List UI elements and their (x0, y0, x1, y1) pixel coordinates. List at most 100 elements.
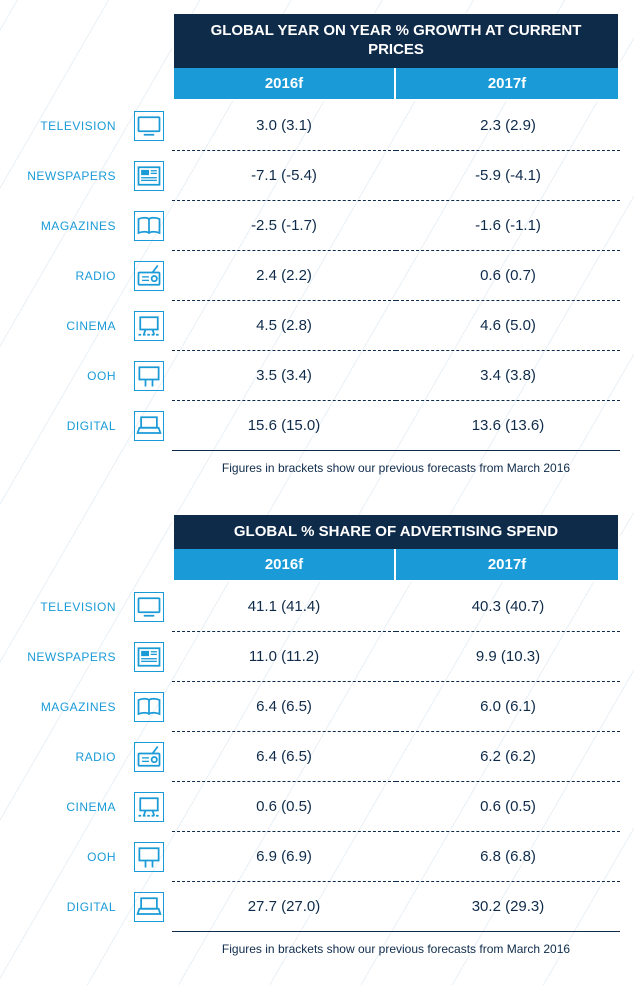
data-cell: 6.4 (6.5) (172, 682, 396, 732)
table-row: OOH 6.9 (6.9)6.8 (6.8) (14, 832, 620, 882)
row-label: CINEMA (14, 800, 126, 814)
row-label: DIGITAL (14, 900, 126, 914)
newspaper-icon (135, 162, 163, 190)
data-cell: 3.0 (3.1) (172, 101, 396, 151)
data-cell: 41.1 (41.4) (172, 582, 396, 632)
row-icon (126, 692, 172, 722)
table-row: DIGITAL 27.7 (27.0)30.2 (29.3) (14, 882, 620, 932)
data-cell: 0.6 (0.7) (396, 251, 620, 301)
row-data: 3.5 (3.4)3.4 (3.8) (172, 351, 620, 401)
row-data: 41.1 (41.4)40.3 (40.7) (172, 582, 620, 632)
row-label: MAGAZINES (14, 219, 126, 233)
table-body: TELEVISION41.1 (41.4)40.3 (40.7)NEWSPAPE… (14, 582, 620, 932)
year-header: 2017f (396, 68, 620, 101)
row-label: DIGITAL (14, 419, 126, 433)
table-title-bar: GLOBAL % SHARE OF ADVERTISING SPEND (172, 515, 620, 550)
table-title-bar: GLOBAL YEAR ON YEAR % GROWTH AT CURRENT … (172, 14, 620, 68)
magazine-icon (135, 693, 163, 721)
row-label: NEWSPAPERS (14, 169, 126, 183)
row-icon (126, 592, 172, 622)
ooh-icon (135, 362, 163, 390)
row-label: OOH (14, 369, 126, 383)
row-data: 15.6 (15.0)13.6 (13.6) (172, 401, 620, 451)
table-row: RADIO 6.4 (6.5)6.2 (6.2) (14, 732, 620, 782)
table-title: GLOBAL % SHARE OF ADVERTISING SPEND (204, 515, 588, 550)
row-icon (126, 642, 172, 672)
data-cell: 11.0 (11.2) (172, 632, 396, 682)
row-icon (126, 361, 172, 391)
data-cell: 30.2 (29.3) (396, 882, 620, 932)
table-body: TELEVISION 3.0 (3.1)2.3 (2.9) NEWSPAPERS -7… (14, 101, 620, 451)
data-cell: 0.6 (0.5) (396, 782, 620, 832)
row-label: RADIO (14, 750, 126, 764)
row-icon (126, 261, 172, 291)
data-cell: 6.9 (6.9) (172, 832, 396, 882)
year-header-row: 2016f 2017f (172, 68, 620, 101)
row-label: MAGAZINES (14, 700, 126, 714)
row-data: 6.4 (6.5)6.0 (6.1) (172, 682, 620, 732)
table-row: NEWSPAPERS -7.1 (-5.4)-5.9 (-4.1) (14, 151, 620, 201)
row-data: 6.4 (6.5)6.2 (6.2) (172, 732, 620, 782)
data-cell: 13.6 (13.6) (396, 401, 620, 451)
data-cell: 27.7 (27.0) (172, 882, 396, 932)
table-row: NEWSPAPERS 11.0 (11.2)9.9 (10.3) (14, 632, 620, 682)
data-cell: 3.5 (3.4) (172, 351, 396, 401)
tv-icon (135, 593, 163, 621)
data-cell: 2.4 (2.2) (172, 251, 396, 301)
data-cell: 6.4 (6.5) (172, 732, 396, 782)
share-table: GLOBAL % SHARE OF ADVERTISING SPEND 2016… (14, 515, 620, 957)
newspaper-icon (135, 643, 163, 671)
row-icon (126, 311, 172, 341)
data-cell: 0.6 (0.5) (172, 782, 396, 832)
data-cell: -5.9 (-4.1) (396, 151, 620, 201)
data-cell: -2.5 (-1.7) (172, 201, 396, 251)
row-icon (126, 792, 172, 822)
ooh-icon (135, 843, 163, 871)
table-row: MAGAZINES 6.4 (6.5)6.0 (6.1) (14, 682, 620, 732)
row-data: 0.6 (0.5)0.6 (0.5) (172, 782, 620, 832)
row-icon (126, 411, 172, 441)
data-cell: 2.3 (2.9) (396, 101, 620, 151)
cinema-icon (135, 793, 163, 821)
magazine-icon (135, 212, 163, 240)
year-header-row: 2016f 2017f (172, 549, 620, 582)
year-header: 2016f (172, 549, 396, 582)
data-cell: 4.5 (2.8) (172, 301, 396, 351)
row-label: NEWSPAPERS (14, 650, 126, 664)
year-header: 2017f (396, 549, 620, 582)
row-icon (126, 742, 172, 772)
data-cell: -7.1 (-5.4) (172, 151, 396, 201)
tv-icon (135, 112, 163, 140)
row-data: 6.9 (6.9)6.8 (6.8) (172, 832, 620, 882)
table-row: OOH 3.5 (3.4)3.4 (3.8) (14, 351, 620, 401)
data-cell: -1.6 (-1.1) (396, 201, 620, 251)
table-footnote: Figures in brackets show our previous fo… (172, 451, 620, 475)
data-cell: 6.0 (6.1) (396, 682, 620, 732)
row-label: CINEMA (14, 319, 126, 333)
growth-table: GLOBAL YEAR ON YEAR % GROWTH AT CURRENT … (14, 14, 620, 475)
row-data: 4.5 (2.8)4.6 (5.0) (172, 301, 620, 351)
row-icon (126, 842, 172, 872)
data-cell: 6.8 (6.8) (396, 832, 620, 882)
table-footnote: Figures in brackets show our previous fo… (172, 932, 620, 956)
row-label: RADIO (14, 269, 126, 283)
row-data: 2.4 (2.2)0.6 (0.7) (172, 251, 620, 301)
data-cell: 4.6 (5.0) (396, 301, 620, 351)
laptop-icon (135, 893, 163, 921)
table-row: TELEVISION 3.0 (3.1)2.3 (2.9) (14, 101, 620, 151)
radio-icon (135, 262, 163, 290)
row-icon (126, 892, 172, 922)
data-cell: 9.9 (10.3) (396, 632, 620, 682)
table-title: GLOBAL YEAR ON YEAR % GROWTH AT CURRENT … (174, 14, 618, 68)
row-data: 3.0 (3.1)2.3 (2.9) (172, 101, 620, 151)
row-label: TELEVISION (14, 119, 126, 133)
table-row: DIGITAL 15.6 (15.0)13.6 (13.6) (14, 401, 620, 451)
table-row: TELEVISION41.1 (41.4)40.3 (40.7) (14, 582, 620, 632)
data-cell: 40.3 (40.7) (396, 582, 620, 632)
laptop-icon (135, 412, 163, 440)
row-icon (126, 161, 172, 191)
table-row: CINEMA 0.6 (0.5)0.6 (0.5) (14, 782, 620, 832)
table-row: CINEMA 4.5 (2.8)4.6 (5.0) (14, 301, 620, 351)
row-label: OOH (14, 850, 126, 864)
content-wrap: GLOBAL YEAR ON YEAR % GROWTH AT CURRENT … (0, 0, 634, 976)
